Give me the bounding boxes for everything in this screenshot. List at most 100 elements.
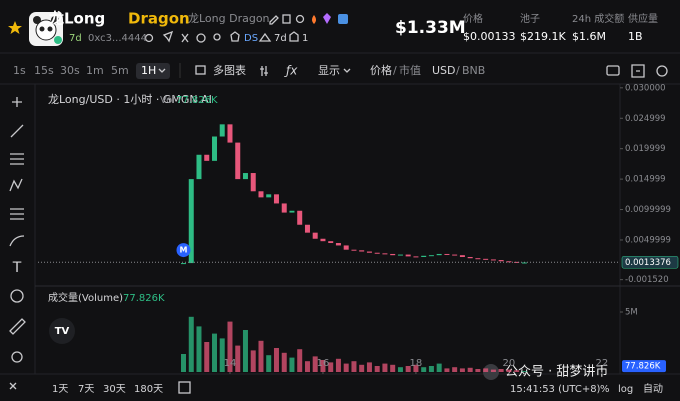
volume-bar (490, 369, 496, 372)
usd-toggle[interactable]: USD (432, 64, 456, 77)
count-label: 1 (302, 33, 308, 44)
range-button[interactable]: 1天 (52, 384, 68, 395)
fullscreen-icon[interactable] (631, 64, 645, 78)
calendar-icon[interactable] (178, 381, 191, 394)
candle (413, 256, 419, 258)
favorite-star[interactable] (8, 21, 22, 34)
interval-button[interactable]: 5m (111, 64, 129, 77)
candle (498, 260, 504, 262)
candle (258, 191, 264, 198)
marker[interactable] (176, 243, 191, 258)
web-icon[interactable] (196, 33, 206, 43)
emoji-tool[interactable] (10, 289, 24, 303)
share-icon[interactable] (295, 14, 305, 24)
candle (467, 257, 473, 259)
candle (235, 142, 241, 180)
brush-tool[interactable] (9, 235, 25, 247)
tv-logo[interactable] (49, 318, 75, 344)
remove-tool[interactable] (9, 382, 17, 390)
tv-logo-text: TV (55, 326, 70, 337)
interval-button[interactable]: 1s (13, 64, 26, 77)
crosshair-tool[interactable] (12, 97, 22, 107)
x-tick-label: 20 (503, 358, 516, 369)
camera-icon[interactable] (606, 65, 620, 76)
clock: 15:41:53 (UTC+8) (510, 384, 601, 395)
candle (514, 261, 520, 263)
last-price-label: 0.0013376 (625, 258, 671, 268)
measure-tool[interactable] (9, 318, 26, 335)
candle (359, 250, 365, 252)
zoom-tool[interactable] (11, 351, 23, 363)
volume-bar (196, 326, 202, 372)
log-toggle[interactable]: log (618, 384, 633, 395)
x-tick-label: 22 (596, 358, 609, 369)
logo-eye (39, 26, 45, 32)
volume-bar (428, 366, 434, 372)
volume-bar (312, 356, 318, 372)
display-caret (343, 68, 351, 73)
range-button[interactable]: 7天 (78, 384, 94, 395)
percent-toggle[interactable]: % (600, 384, 610, 395)
auto-toggle[interactable]: 自动 (643, 382, 663, 395)
holders-icon (144, 33, 154, 43)
volume-bar (181, 354, 186, 372)
selected-interval-bg (136, 63, 170, 79)
volume-bar (413, 364, 419, 372)
x-tick-label: 16 (317, 358, 330, 369)
trendline-tool[interactable] (10, 124, 24, 138)
candle (312, 232, 318, 239)
volume-bar (421, 367, 427, 372)
candle (273, 194, 279, 204)
candle (343, 245, 349, 250)
last-volume-label: 77.826K (625, 362, 661, 372)
text-tool[interactable]: T (12, 260, 22, 276)
telegram-icon[interactable] (162, 30, 174, 43)
interval-button[interactable]: 30s (60, 64, 80, 77)
candle (475, 258, 481, 260)
y-tick-label: 0.0049999 (625, 235, 671, 245)
logo-ear (51, 16, 59, 24)
x-icon[interactable] (181, 33, 189, 43)
volume-bar (335, 358, 341, 372)
stat-value: 1B (628, 30, 643, 43)
logo-eye (47, 26, 53, 32)
display-button[interactable]: 显示 (318, 64, 340, 77)
volume-bar (452, 367, 458, 372)
stat-label: 价格 (463, 12, 483, 25)
candle (452, 254, 458, 256)
candle (181, 263, 186, 265)
volume-bar (506, 369, 512, 372)
search-icon[interactable] (213, 33, 221, 41)
edit-icon[interactable] (269, 15, 279, 25)
settings-icon[interactable] (656, 65, 668, 77)
range-button[interactable]: 180天 (134, 384, 163, 395)
volume-bar (444, 368, 450, 372)
bnb-toggle[interactable]: BNB (462, 64, 485, 77)
interval-button[interactable]: 15s (34, 64, 54, 77)
interval-button[interactable]: 1H (141, 64, 156, 77)
token-address[interactable]: 0xc3...4444 (88, 33, 147, 44)
verify-icon (338, 14, 348, 24)
fx-icon[interactable]: ƒx (284, 64, 298, 78)
volume-bar (235, 345, 241, 372)
logo-badge (54, 36, 62, 44)
indicator-icon[interactable] (260, 66, 268, 76)
range-button[interactable]: 30天 (103, 384, 126, 395)
multi-chart-button[interactable]: 多图表 (213, 63, 246, 77)
candle (212, 136, 218, 161)
interval-button[interactable]: 1m (86, 64, 104, 77)
last-volume-badge (622, 360, 666, 373)
holders-age: 7d (274, 33, 287, 44)
volume-bar (475, 369, 481, 372)
copy-icon[interactable] (282, 14, 291, 24)
prediction-tool[interactable] (10, 208, 24, 220)
candle (366, 251, 372, 253)
volume-bar (382, 363, 388, 372)
last-price-badge (621, 255, 679, 269)
candle (335, 243, 341, 246)
price-toggle[interactable]: 价格 (370, 63, 392, 77)
fib-tool[interactable] (10, 153, 24, 165)
candle (250, 173, 256, 192)
mcap-toggle[interactable]: 市值 (399, 63, 421, 77)
pattern-tool[interactable] (9, 178, 23, 192)
